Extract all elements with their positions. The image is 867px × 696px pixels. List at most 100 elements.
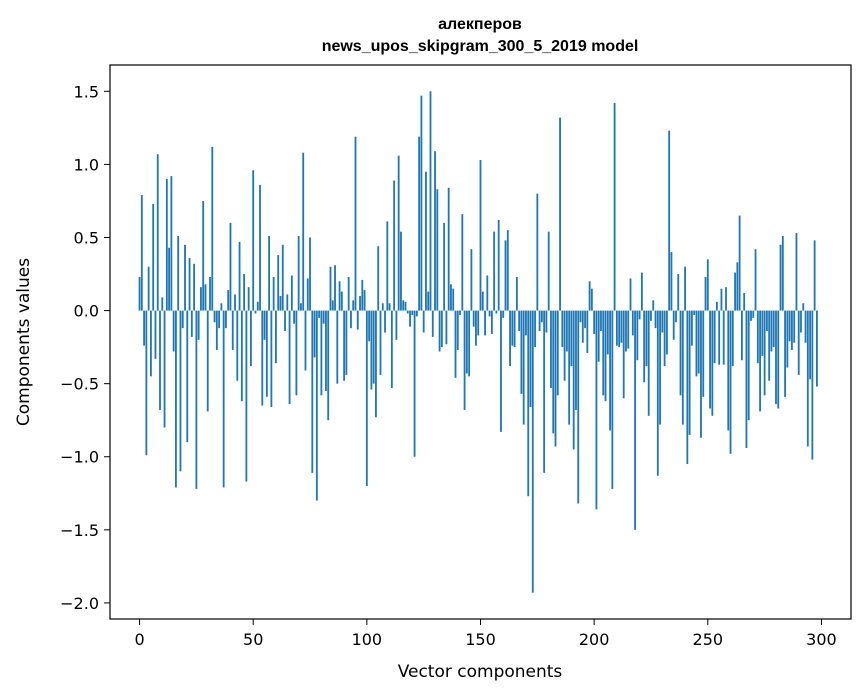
bar-126: [425, 171, 427, 311]
bar-54: [261, 310, 264, 406]
y-tick-label: 0.5: [74, 228, 99, 247]
bar-96: [356, 310, 359, 330]
bar-67: [290, 275, 293, 311]
bar-4: [147, 266, 150, 311]
bar-175: [536, 193, 539, 311]
bar-23: [190, 310, 193, 337]
bar-20: [184, 244, 186, 311]
bar-282: [779, 244, 782, 311]
x-tick-label: 250: [693, 630, 724, 649]
bar-286: [788, 310, 791, 342]
bar-154: [488, 310, 491, 317]
bar-86: [334, 265, 336, 311]
bar-89: [340, 291, 343, 311]
bar-16: [175, 310, 177, 488]
bar-90: [343, 310, 346, 381]
x-tick-label: 0: [134, 630, 144, 649]
bar-190: [570, 310, 573, 367]
bar-79: [318, 310, 321, 318]
bar-284: [784, 310, 786, 397]
bar-143: [463, 310, 466, 410]
bar-56: [265, 310, 268, 397]
bar-194: [579, 310, 582, 323]
bar-220: [638, 310, 641, 320]
bar-52: [256, 301, 259, 311]
bar-94: [352, 300, 355, 311]
bar-254: [715, 301, 718, 311]
bar-68: [293, 310, 296, 324]
bar-75: [309, 237, 311, 311]
bar-266: [743, 293, 746, 311]
bar-66: [288, 310, 291, 405]
bar-88: [338, 281, 341, 311]
bar-140: [456, 310, 459, 351]
bar-178: [543, 310, 546, 473]
bar-202: [597, 310, 600, 362]
bar-18: [179, 310, 182, 472]
bar-15: [172, 310, 175, 352]
chart-subtitle: news_upos_skipgram_300_5_2019 model: [322, 38, 639, 55]
bar-291: [800, 310, 802, 333]
bar-163: [509, 310, 511, 367]
bar-74: [306, 278, 309, 311]
x-tick-label: 300: [806, 630, 837, 649]
bar-21: [186, 310, 189, 443]
bar-111: [390, 310, 393, 389]
bar-69: [295, 310, 298, 396]
bar-208: [611, 310, 614, 489]
bar-17: [177, 236, 180, 311]
bar-9: [159, 310, 161, 410]
bar-227: [654, 310, 657, 329]
bar-281: [777, 310, 780, 409]
bar-180: [547, 231, 550, 311]
bar-259: [727, 310, 730, 431]
bar-290: [797, 310, 800, 375]
bar-61: [277, 255, 280, 311]
bar-204: [602, 310, 605, 396]
bar-203: [600, 310, 602, 332]
y-tick-label: 0.0: [74, 302, 99, 321]
bar-174: [534, 310, 536, 348]
bar-183: [554, 310, 557, 447]
bar-139: [454, 310, 457, 378]
bar-277: [768, 310, 771, 381]
bar-87: [336, 310, 339, 384]
bar-45: [240, 310, 243, 402]
bar-268: [747, 310, 750, 421]
x-tick-label: 100: [352, 630, 383, 649]
bar-55: [263, 310, 266, 340]
bar-249: [704, 276, 707, 311]
bar-260: [729, 310, 732, 454]
bar-32: [211, 146, 214, 311]
bar-218: [634, 310, 636, 530]
bar-239: [681, 310, 684, 425]
bar-104: [375, 310, 377, 418]
bar-191: [572, 310, 575, 450]
bar-53: [259, 184, 261, 311]
bar-153: [486, 275, 489, 311]
bar-211: [618, 310, 621, 348]
bar-6: [152, 203, 155, 311]
bar-280: [775, 310, 777, 405]
bar-166: [515, 276, 518, 311]
bar-274: [761, 310, 764, 356]
bar-161: [504, 240, 507, 311]
bar-221: [640, 272, 643, 311]
bar-137: [450, 284, 452, 311]
bar-219: [636, 310, 639, 361]
bar-292: [802, 303, 805, 311]
bar-238: [679, 310, 682, 396]
bar-31: [209, 276, 211, 311]
bar-267: [745, 310, 748, 448]
bar-28: [202, 200, 205, 311]
bar-130: [434, 151, 436, 311]
bar-123: [418, 136, 421, 311]
bar-115: [400, 231, 402, 311]
bar-196: [584, 310, 586, 329]
bar-172: [529, 310, 532, 408]
bar-125: [422, 310, 425, 333]
bar-248: [702, 310, 705, 397]
bar-233: [668, 130, 671, 311]
bar-244: [693, 310, 696, 315]
